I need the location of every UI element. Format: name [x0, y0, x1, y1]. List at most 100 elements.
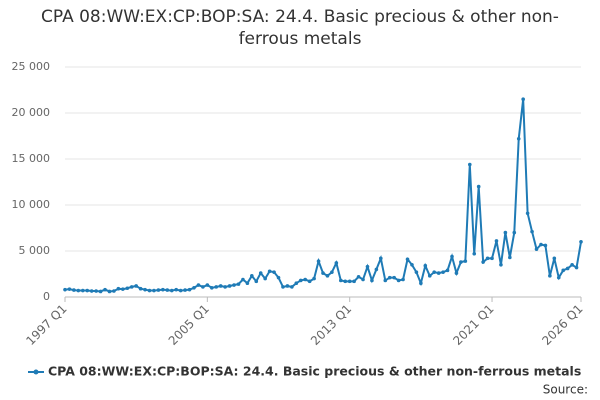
- data-point: [516, 136, 521, 141]
- source: Source:: [543, 383, 588, 397]
- data-point: [250, 274, 254, 278]
- data-point: [63, 287, 67, 292]
- y-tick-label: 15 000: [12, 152, 51, 165]
- data-point: [383, 278, 388, 283]
- data-point: [427, 274, 432, 278]
- x-tick-label: 2013 Q1: [308, 302, 354, 348]
- data-point: [298, 278, 303, 283]
- data-point: [343, 279, 348, 284]
- data-point: [281, 285, 285, 289]
- data-point: [530, 229, 534, 234]
- data-point: [396, 278, 401, 283]
- data-point: [276, 275, 281, 280]
- data-point: [316, 259, 321, 263]
- data-point: [152, 288, 156, 293]
- legend-label: CPA 08:WW:EX:CP:BOP:SA: 24.4. Basic prec…: [48, 364, 581, 379]
- data-point: [405, 257, 410, 262]
- data-point: [285, 284, 290, 288]
- x-tick-label: 2021 Q1: [450, 302, 496, 348]
- data-point: [312, 276, 316, 281]
- data-point: [499, 263, 503, 267]
- data-point: [138, 286, 143, 291]
- data-point: [223, 285, 227, 289]
- x-tick-label: 2005 Q1: [166, 302, 212, 348]
- data-point: [103, 287, 107, 292]
- data-point: [401, 277, 405, 282]
- data-point: [574, 265, 579, 270]
- data-point: [432, 270, 437, 274]
- data-point: [89, 289, 94, 293]
- data-point: [325, 274, 330, 278]
- data-point: [556, 275, 561, 280]
- data-point: [459, 260, 463, 264]
- x-tick-label: 2026 Q1: [539, 302, 585, 348]
- data-point: [441, 270, 445, 274]
- data-point: [374, 267, 379, 272]
- data-point: [263, 276, 267, 281]
- data-point: [258, 271, 263, 275]
- data-point: [272, 270, 276, 274]
- data-point: [80, 288, 85, 293]
- legend-marker: [33, 369, 39, 375]
- data-point: [561, 268, 566, 273]
- data-point: [232, 283, 236, 287]
- data-point: [330, 270, 334, 274]
- data-point: [485, 256, 490, 261]
- data-point: [214, 285, 219, 289]
- data-point: [361, 277, 365, 282]
- data-point: [525, 211, 530, 216]
- data-point: [392, 275, 396, 280]
- data-point: [365, 264, 370, 269]
- data-point: [463, 259, 468, 263]
- data-point: [227, 284, 232, 288]
- data-point: [356, 274, 361, 279]
- data-point: [387, 275, 392, 280]
- data-point: [436, 271, 441, 275]
- data-point: [481, 260, 485, 264]
- data-point: [570, 263, 574, 267]
- data-point: [494, 239, 499, 243]
- data-point: [85, 288, 90, 293]
- data-point: [352, 279, 356, 284]
- data-point: [454, 271, 459, 275]
- data-point: [169, 288, 174, 293]
- data-point: [236, 282, 241, 286]
- data-point: [476, 184, 481, 189]
- data-point: [196, 283, 201, 287]
- data-point: [183, 288, 187, 292]
- data-point: [129, 285, 134, 289]
- data-point: [303, 277, 308, 282]
- data-point: [521, 97, 525, 101]
- data-point: [334, 261, 339, 265]
- data-point: [579, 240, 583, 244]
- chart-title: CPA 08:WW:EX:CP:BOP:SA: 24.4. Basic prec…: [41, 7, 559, 49]
- data-point: [134, 284, 138, 288]
- data-point: [125, 286, 130, 291]
- data-point: [174, 287, 179, 292]
- data-point: [67, 287, 72, 291]
- data-point: [161, 287, 165, 292]
- x-tick-label: 1997 Q1: [23, 302, 69, 348]
- data-point: [423, 263, 428, 268]
- data-point: [539, 242, 543, 247]
- data-point: [187, 287, 192, 292]
- data-point: [508, 255, 512, 260]
- data-point: [205, 283, 210, 287]
- data-point: [245, 281, 250, 286]
- data-point: [347, 279, 352, 284]
- data-point: [490, 256, 494, 261]
- data-point: [201, 285, 205, 289]
- data-point: [370, 278, 374, 283]
- y-tick-label: 20 000: [12, 106, 51, 119]
- data-point: [467, 162, 472, 167]
- data-point: [565, 266, 570, 271]
- data-point: [338, 278, 343, 283]
- data-point: [512, 230, 517, 235]
- data-point: [165, 288, 170, 292]
- data-point: [445, 268, 450, 273]
- y-tick-label: 0: [43, 290, 50, 303]
- data-point: [450, 254, 454, 259]
- data-point: [414, 270, 419, 274]
- series-line: [64, 99, 582, 293]
